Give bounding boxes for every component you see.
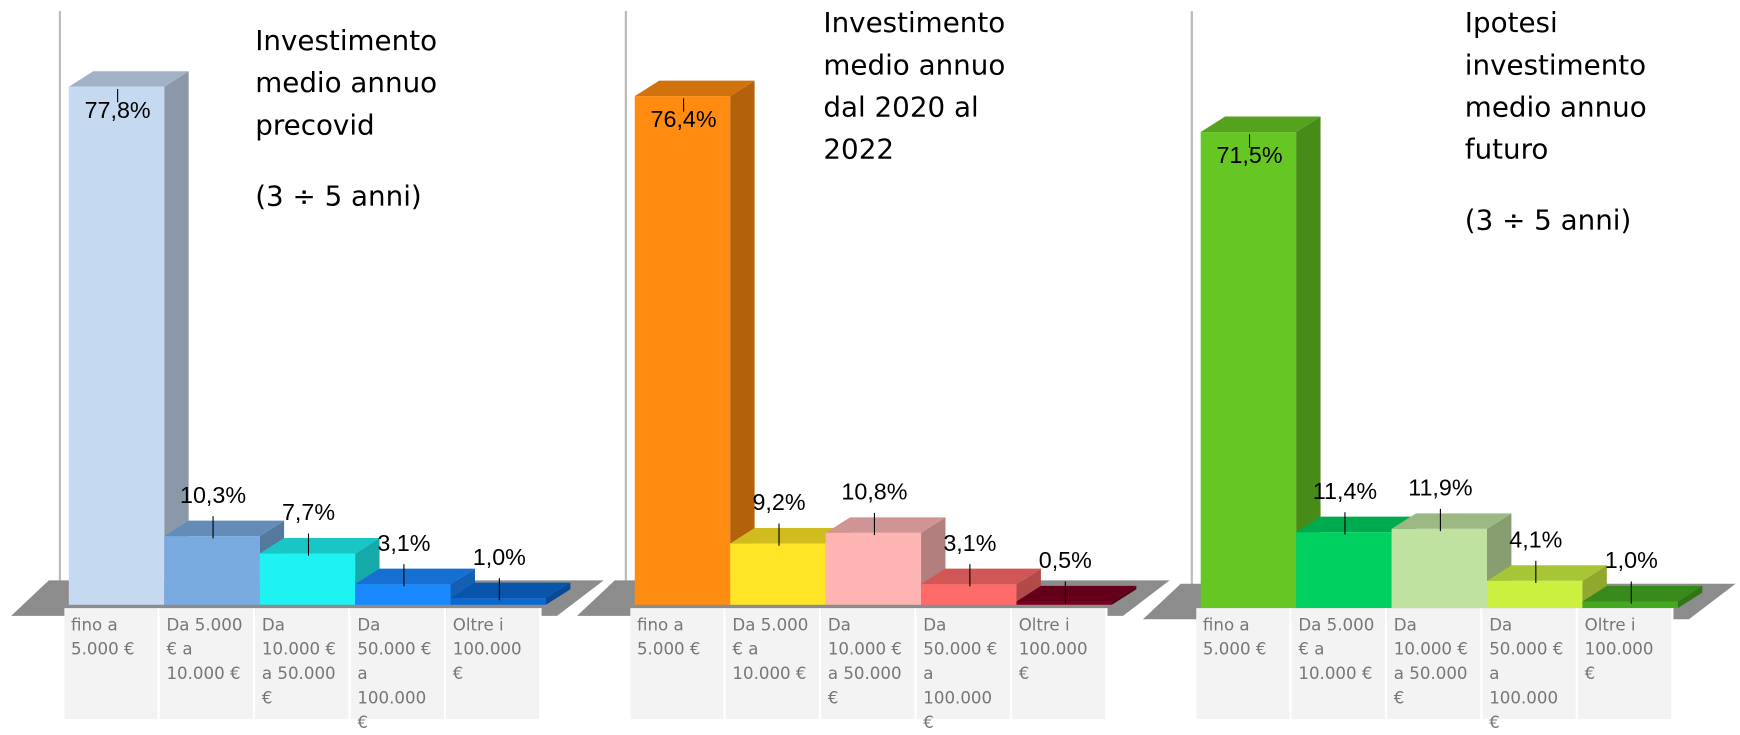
category-label: fino a 5.000 € xyxy=(630,608,726,720)
bar-top xyxy=(355,568,475,585)
bar xyxy=(1296,532,1392,609)
data-label: 9,2% xyxy=(752,489,805,515)
category-label: Da 10.000 € a 50.000 € xyxy=(1387,608,1483,720)
bar-top xyxy=(921,568,1041,585)
chart-title: Investimento medio annuo precovid (3 ÷ 5 … xyxy=(255,20,466,218)
data-label: 3,1% xyxy=(377,530,430,556)
data-label: 71,5% xyxy=(1216,142,1282,168)
bar-top xyxy=(825,517,946,533)
bar xyxy=(355,584,451,605)
bar xyxy=(259,553,356,605)
bar xyxy=(68,86,165,605)
bar-side xyxy=(164,71,189,605)
category-label: Oltre i 100.000 € xyxy=(1577,608,1674,720)
bar-top xyxy=(1296,516,1416,533)
data-label: 10,3% xyxy=(180,482,246,508)
chart-subtitle: (3 ÷ 5 anni) xyxy=(255,179,422,212)
data-label: 0,5% xyxy=(1039,547,1092,573)
bar-side xyxy=(1677,585,1703,609)
category-label: Da 5.000 € a 10.000 € xyxy=(725,608,822,720)
data-label: 11,9% xyxy=(1408,475,1472,501)
bar xyxy=(1200,132,1297,609)
bar-top xyxy=(634,80,755,97)
category-label: Da 50.000 € a 100.000 € xyxy=(1482,608,1578,732)
bar xyxy=(450,598,546,605)
category-label: Da 5.000 € a 10.000 € xyxy=(1291,608,1388,720)
bar-top xyxy=(164,520,285,537)
bar xyxy=(1016,601,1112,605)
chart-title-text: Investimento medio annuo precovid xyxy=(255,24,438,141)
bar xyxy=(1582,601,1678,609)
category-label: fino a 5.000 € xyxy=(64,608,160,720)
bar xyxy=(825,532,922,605)
data-label: 77,8% xyxy=(85,97,151,123)
chart-subtitle: (3 ÷ 5 anni) xyxy=(1464,204,1632,237)
data-label: 11,4% xyxy=(1313,478,1377,504)
category-label: fino a 5.000 € xyxy=(1196,608,1292,720)
data-label: 76,4% xyxy=(651,106,717,132)
category-label: Da 50.000 € a 100.000 € xyxy=(350,608,447,732)
bar-side xyxy=(1296,116,1321,609)
bar-top xyxy=(68,71,189,87)
chart-title-text: Investimento medio annuo dal 2020 al 202… xyxy=(823,6,1006,166)
bar-top xyxy=(1016,585,1137,602)
bar xyxy=(921,584,1017,605)
bar xyxy=(730,543,826,605)
data-label: 7,7% xyxy=(282,499,335,525)
chart-title-text: Ipotesi investimento medio annuo futuro xyxy=(1464,6,1647,166)
bar-top xyxy=(1200,116,1321,133)
category-label: Da 10.000 € a 50.000 € xyxy=(255,608,351,720)
bar xyxy=(1391,528,1487,609)
bar-side xyxy=(1582,565,1607,609)
category-label: Oltre i 100.000 € xyxy=(446,608,542,720)
bar-top xyxy=(1486,565,1607,581)
bar-side xyxy=(730,80,755,605)
category-label: Da 10.000 € a 50.000 € xyxy=(821,608,917,720)
bar-top xyxy=(1391,513,1512,529)
bar-top xyxy=(1582,585,1703,602)
data-label: 4,1% xyxy=(1509,527,1562,553)
category-label: Oltre i 100.000 € xyxy=(1012,608,1108,720)
bar-top xyxy=(450,582,571,599)
bar-side xyxy=(1111,585,1137,605)
data-label: 1,0% xyxy=(1605,547,1658,573)
data-label: 1,0% xyxy=(473,544,526,570)
bar xyxy=(634,96,731,605)
data-label: 10,8% xyxy=(841,479,907,505)
bar-side xyxy=(545,582,571,605)
bar-side xyxy=(1016,568,1041,605)
bar-top xyxy=(730,527,851,544)
bar xyxy=(1486,580,1583,609)
chart-title: Ipotesi investimento medio annuo futuro (… xyxy=(1465,2,1676,242)
bar-top xyxy=(259,537,380,554)
chart-title: Investimento medio annuo dal 2020 al 202… xyxy=(823,2,1034,171)
data-label: 3,1% xyxy=(943,530,996,556)
category-label: Da 50.000 € a 100.000 € xyxy=(916,608,1013,732)
category-label: Da 5.000 € a 10.000 € xyxy=(159,608,256,720)
bar xyxy=(164,536,260,605)
